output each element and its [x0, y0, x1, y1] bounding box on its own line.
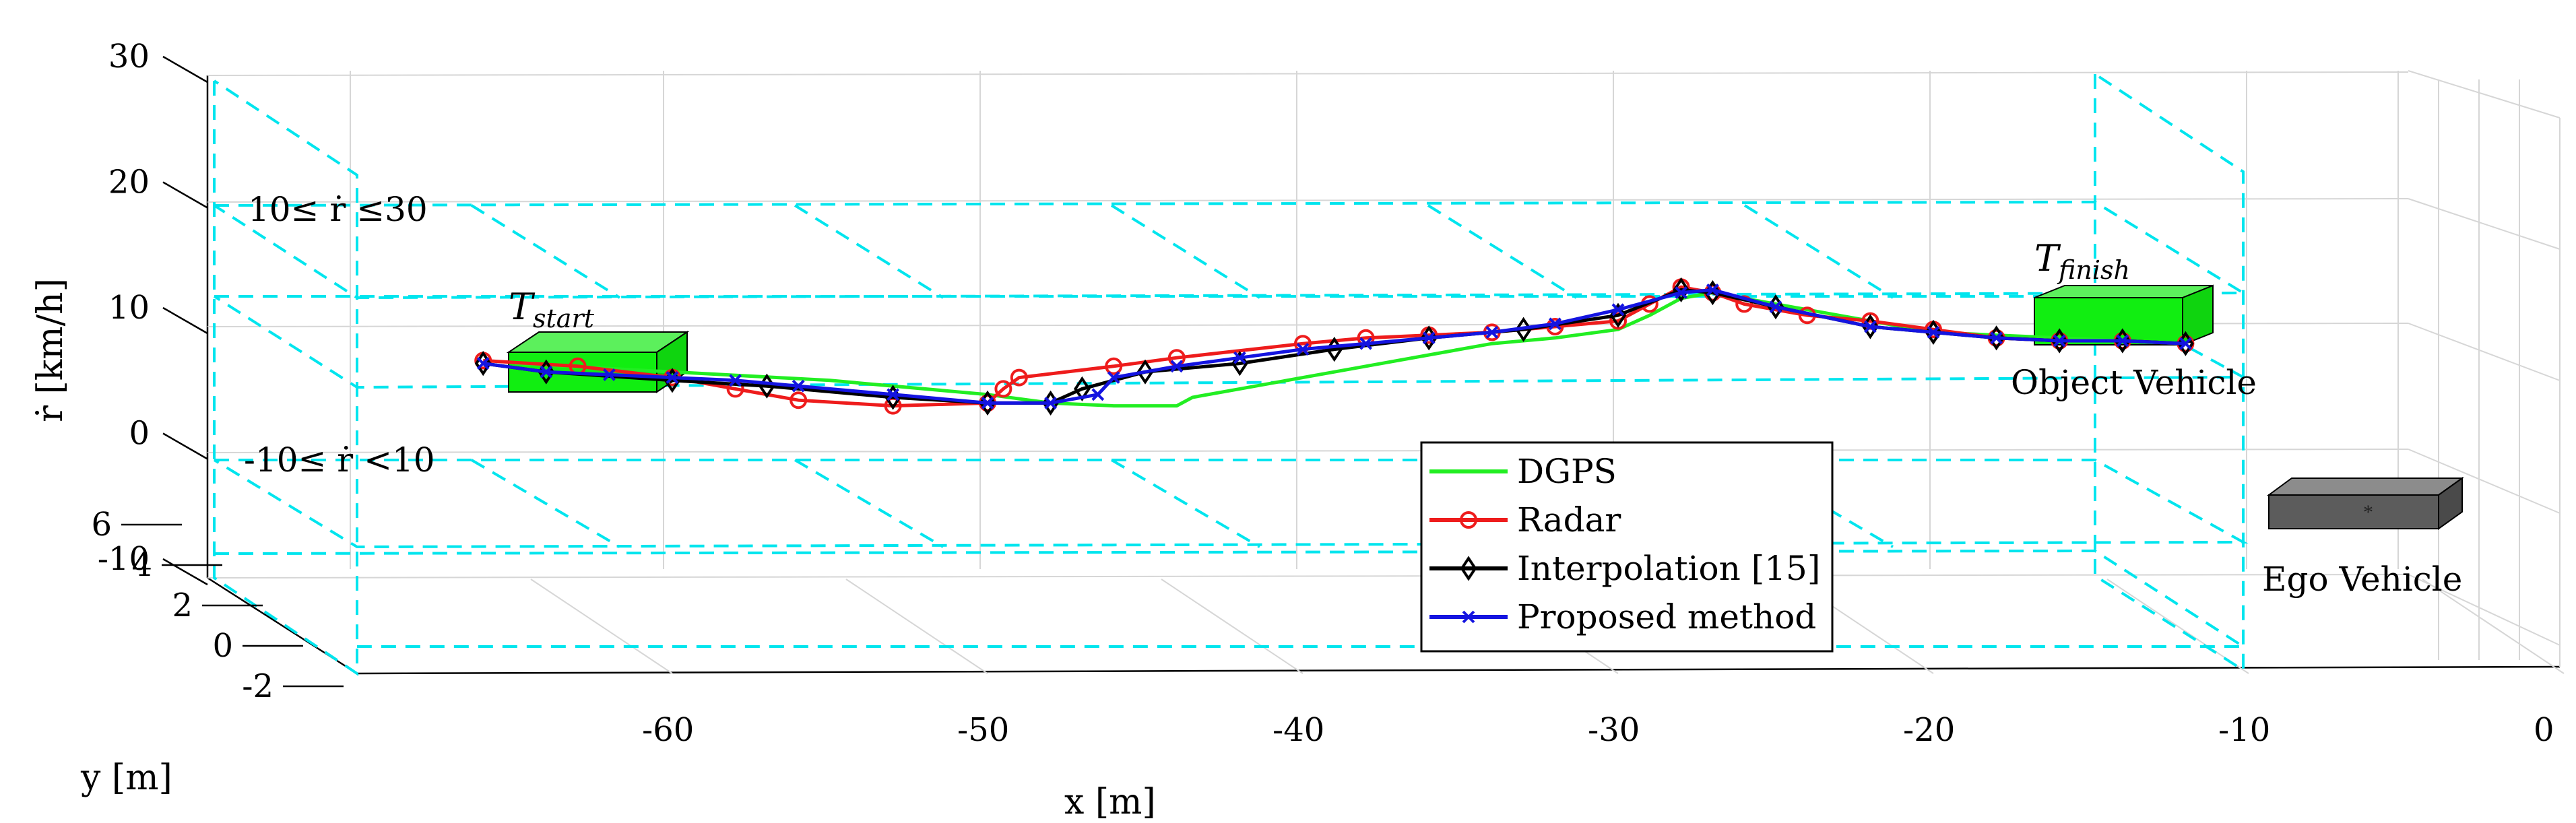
data-point	[540, 365, 553, 378]
data-point	[1675, 286, 1688, 300]
data-point	[2116, 334, 2129, 348]
legend-item: Proposed method	[1429, 597, 1816, 636]
object-vehicle-start-box	[506, 331, 690, 393]
t-finish-label: Tfinish	[2034, 237, 2130, 285]
svg-text:*: *	[2363, 501, 2373, 523]
legend-label: Interpolation [15]	[1517, 549, 1820, 588]
data-point	[1735, 295, 1753, 313]
x-tick-label: -30	[1588, 711, 1640, 749]
data-point	[1706, 283, 1719, 296]
data-point	[1769, 300, 1782, 314]
data-point	[1091, 388, 1105, 401]
data-point	[2179, 337, 2192, 350]
region-upper-label: 10≤ ṙ ≤30	[248, 190, 428, 229]
z-axis-label: ṙ [km/h]	[30, 278, 71, 422]
object-vehicle-label: Object Vehicle	[2011, 363, 2257, 402]
data-point	[981, 396, 994, 409]
x-tick-label: -10	[2218, 711, 2270, 749]
legend-label: DGPS	[1517, 452, 1617, 491]
data-point	[1611, 303, 1625, 317]
legend-item: Radar	[1429, 500, 1621, 539]
data-point	[729, 374, 742, 387]
z-tick-label: 0	[129, 415, 150, 453]
series-line	[514, 291, 2186, 408]
data-point	[1136, 359, 1154, 385]
series-dgps	[514, 291, 2186, 408]
z-tick-label: 10	[108, 289, 150, 327]
ego-vehicle-label: Ego Vehicle	[2262, 560, 2462, 599]
y-tick-label: 4	[131, 546, 152, 584]
y-axis-label: y [m]	[80, 758, 172, 798]
series-proposed-method	[476, 283, 2192, 409]
y-tick-label: 6	[91, 506, 112, 544]
series-line	[482, 288, 2186, 405]
data-point	[1927, 325, 1940, 339]
z-tick-label: 30	[108, 38, 150, 75]
data-point	[1044, 396, 1058, 409]
data-point	[1010, 368, 1028, 387]
region-lower-label: -10≤ ṙ <10	[244, 440, 435, 480]
data-point	[602, 368, 616, 381]
data-point	[2053, 334, 2066, 348]
ego-vehicle-box: *	[2266, 477, 2465, 530]
data-point	[1863, 320, 1877, 333]
x-tick-label: -50	[957, 711, 1009, 749]
t-start-label: Tstart	[509, 286, 595, 333]
legend-label: Radar	[1517, 500, 1621, 539]
legend: DGPS Radar Interpolation [15] Proposed meth…	[1420, 441, 1834, 653]
data-point	[790, 391, 808, 409]
data-point	[792, 379, 805, 393]
x-axis-label: x [m]	[1064, 782, 1156, 822]
data-point	[1990, 331, 2003, 345]
z-tick-label: -10	[98, 540, 150, 578]
data-point	[1548, 317, 1561, 331]
legend-item: Interpolation [15]	[1429, 549, 1820, 588]
data-point	[1359, 337, 1373, 350]
data-point	[1105, 357, 1123, 375]
x-tick-label: -40	[1273, 711, 1324, 749]
legend-marker	[1460, 556, 1477, 581]
data-point	[994, 380, 1012, 398]
data-point	[1296, 343, 1310, 356]
data-point	[1422, 331, 1436, 345]
trajectory-series	[474, 277, 2195, 416]
object-vehicle-finish-box	[2034, 284, 2214, 346]
data-point	[666, 371, 679, 385]
data-point	[1170, 360, 1184, 373]
y-tick-label: -2	[242, 667, 273, 705]
x-tick-label: -20	[1903, 711, 1955, 749]
legend-label: Proposed method	[1517, 597, 1816, 636]
y-tick-label: 0	[212, 627, 233, 665]
x-tick-label: -60	[642, 711, 694, 749]
legend-marker	[1460, 511, 1477, 529]
y-tick-label: 2	[172, 587, 193, 624]
data-point	[1233, 351, 1246, 364]
legend-marker	[1462, 610, 1475, 624]
data-point	[476, 357, 490, 370]
x-tick-label: 0	[2534, 711, 2554, 749]
data-point	[1485, 325, 1499, 339]
data-point	[887, 388, 900, 401]
data-point	[1107, 371, 1120, 385]
z-tick-label: 20	[108, 164, 150, 201]
legend-item: DGPS	[1429, 452, 1617, 491]
